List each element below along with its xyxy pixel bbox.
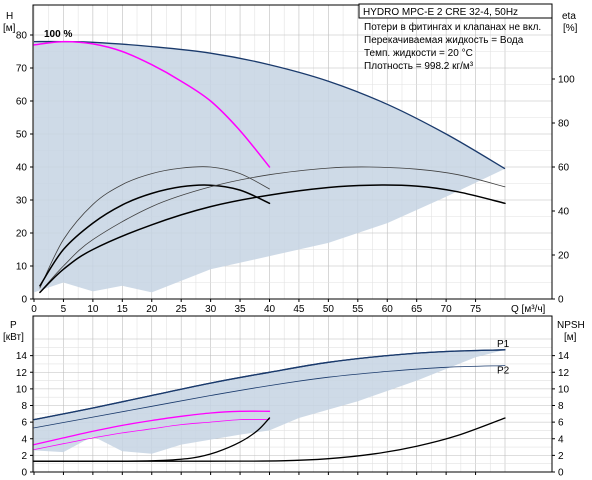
y-right-tick-label: 10 [558, 384, 570, 395]
x-axis-label: Q [м³/ч] [511, 304, 546, 315]
y-left-tick-label: 0 [21, 468, 27, 479]
y-left-tick-label: 10 [16, 384, 28, 395]
y-left-tick-label: 0 [21, 295, 27, 306]
x-tick-label: 0 [31, 304, 37, 315]
y-left-label-top: H [6, 11, 13, 22]
y-right-tick-label: 14 [558, 351, 570, 362]
note-fittings: Потери в фитингах и клапанах не вкл. [364, 21, 541, 33]
y-left-tick-label: 14 [16, 351, 28, 362]
head-efficiency-panel: 0 10 20 30 40 50 60 70 80 0 20 40 60 80 100 0 5 10 15 20 25 3… [16, 4, 575, 315]
y-right-tick-label: 0 [558, 468, 564, 479]
y-left-tick-label: 10 [16, 262, 28, 273]
y-left-tick-label: 20 [16, 229, 28, 240]
x-tick-label: 40 [264, 304, 276, 315]
x-tick-label: 5 [61, 304, 67, 315]
series-line-p1-single [33, 410, 271, 446]
y-right-tick-label: 40 [558, 207, 570, 218]
x-tick-label: 15 [117, 304, 129, 315]
y-right-tick-label: 12 [558, 368, 570, 379]
p-axis-label-unit: [кВт] [3, 332, 24, 343]
y-left-tick-label: 12 [16, 368, 28, 379]
y-left-tick-label: 50 [16, 130, 28, 141]
series-line-p1 [33, 349, 506, 421]
operating-range-area [34, 349, 505, 454]
p-axis-label-top: P [10, 320, 17, 331]
y-right-tick-label: 60 [558, 163, 570, 174]
x-tick-label: 10 [87, 304, 99, 315]
x-tick-label: 65 [411, 304, 423, 315]
x-tick-label: 45 [293, 304, 305, 315]
x-tick-label: 50 [323, 304, 335, 315]
x-tick-label: 25 [176, 304, 188, 315]
power-npsh-panel: 0 2 4 6 8 10 12 14 0 2 4 6 8 10 12 14 P1 P2 [16, 315, 570, 479]
y-right-tick-label: 2 [558, 451, 564, 462]
x-tick-label: 60 [382, 304, 394, 315]
x-tick-label: 55 [352, 304, 364, 315]
x-tick-label: 20 [146, 304, 158, 315]
note-temperature: Темп. жидкости = 20 °C [364, 48, 473, 59]
series-line-h-single-op [39, 184, 271, 287]
series-line-h-single-max [33, 40, 271, 168]
x-tick-label: 35 [235, 304, 247, 315]
note-density: Плотность = 998.2 кг/м³ [364, 61, 474, 72]
x-tick-label: 70 [441, 304, 453, 315]
npsh-axis-label-top: NPSH [557, 320, 585, 331]
series-line-p2-single [33, 419, 270, 450]
y-right-tick-label: 80 [558, 119, 570, 130]
plot-frame [32, 4, 553, 300]
series-line-eta-system [39, 166, 506, 293]
title-text: HYDRO MPC-E 2 CRE 32-4, 50Hz [363, 7, 518, 18]
y-left-tick-label: 40 [16, 163, 28, 174]
y-right-tick-label: 4 [558, 434, 564, 445]
y-right-tick-label: 6 [558, 418, 564, 429]
y-right-label-unit: [%] [563, 23, 578, 34]
y-left-tick-label: 70 [16, 64, 28, 75]
y-right-tick-label: 20 [558, 251, 570, 262]
series-label-p2: P2 [497, 366, 510, 377]
x-tick-label: 75 [470, 304, 482, 315]
series-line-npsh-system [33, 417, 506, 462]
npsh-axis-label-unit: [м] [564, 332, 577, 343]
y-left-tick-label: 4 [21, 434, 27, 445]
plot-frame [32, 315, 553, 473]
y-right-tick-label: 100 [558, 75, 575, 86]
y-right-tick-label: 8 [558, 401, 564, 412]
y-left-tick-label: 8 [21, 401, 27, 412]
series-line-p2 [33, 365, 506, 429]
x-tick-label: 30 [205, 304, 217, 315]
series-label-p1: P1 [497, 339, 510, 350]
y-left-tick-label: 60 [16, 97, 28, 108]
note-liquid: Перекачиваемая жидкость = Вода [364, 35, 524, 46]
y-right-label-top: eta [562, 11, 576, 22]
series-line-h-system-op [39, 184, 506, 294]
y-left-tick-label: 6 [21, 418, 27, 429]
annotation-100-percent: 100 % [44, 29, 72, 40]
y-left-tick-label: 80 [16, 31, 28, 42]
y-right-tick-label: 0 [558, 295, 564, 306]
y-left-label-unit: [м] [3, 23, 16, 34]
y-left-tick-label: 2 [21, 451, 27, 462]
y-left-tick-label: 30 [16, 196, 28, 207]
series-line-eta-single [39, 166, 270, 289]
title-box [358, 3, 553, 19]
